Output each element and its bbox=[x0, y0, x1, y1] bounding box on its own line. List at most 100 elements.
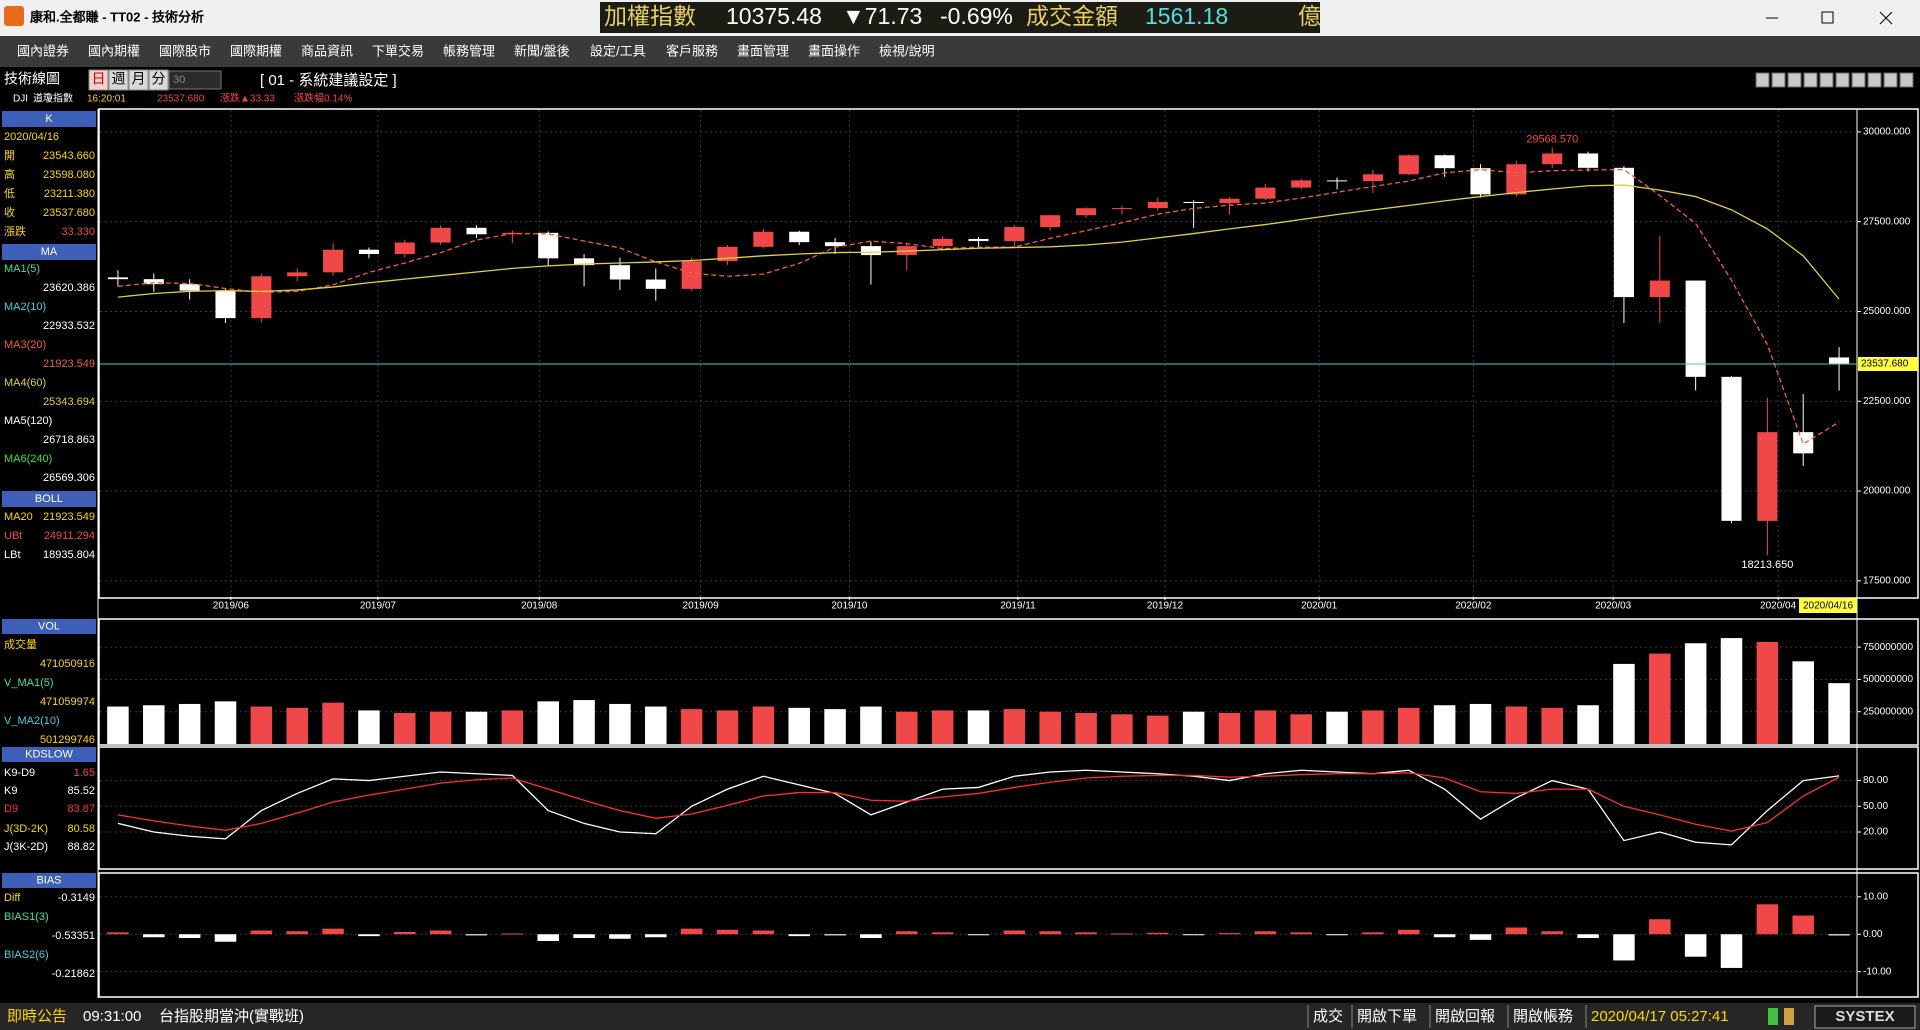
section-header bbox=[2, 491, 96, 507]
menu-item[interactable]: 帳務管理 bbox=[443, 43, 495, 58]
candle-body bbox=[1685, 280, 1706, 377]
toolbar-icon[interactable] bbox=[1867, 72, 1882, 88]
menu-item[interactable]: 新聞/盤後 bbox=[514, 43, 570, 58]
candle-body bbox=[1362, 174, 1383, 182]
cursor-date-tag bbox=[1799, 598, 1857, 613]
side-value: -0.53351 bbox=[52, 930, 95, 942]
status-button[interactable]: 開啟回報 bbox=[1435, 1008, 1495, 1025]
volume-bar bbox=[1649, 653, 1671, 744]
toolbar-icon[interactable] bbox=[1819, 72, 1834, 88]
menu-item[interactable]: 設定/工具 bbox=[590, 43, 646, 58]
side-label: MA3(20) bbox=[4, 339, 46, 351]
side-value: -0.21862 bbox=[52, 968, 95, 980]
candle-body bbox=[1757, 432, 1778, 521]
period-label[interactable]: 週 bbox=[112, 71, 126, 87]
side-label: 收 bbox=[4, 205, 15, 219]
period-label[interactable]: 日 bbox=[92, 71, 106, 87]
side-label: Diff bbox=[4, 892, 21, 904]
side-label: UBt bbox=[4, 530, 22, 542]
toolbar-icon[interactable] bbox=[1787, 72, 1802, 88]
kd-line bbox=[117, 772, 1840, 832]
candle-body bbox=[860, 246, 881, 256]
status-button[interactable]: 開啟帳務 bbox=[1513, 1008, 1573, 1025]
last-price-tag bbox=[1858, 356, 1918, 371]
menu-item[interactable]: 國際股市 bbox=[159, 43, 211, 58]
side-value: 26569.306 bbox=[43, 472, 95, 484]
candle-body bbox=[143, 279, 164, 285]
menu-item[interactable]: 下單交易 bbox=[372, 43, 424, 58]
candle-body bbox=[789, 231, 810, 243]
period-button[interactable] bbox=[128, 69, 149, 91]
period-button[interactable] bbox=[148, 69, 169, 91]
toolbar-icon[interactable] bbox=[1803, 72, 1818, 88]
candle-body bbox=[1721, 376, 1742, 521]
side-value: 80.58 bbox=[67, 823, 95, 835]
period-button[interactable] bbox=[88, 69, 109, 91]
volume-bar bbox=[1362, 710, 1384, 744]
side-label: V_MA2(10) bbox=[4, 715, 60, 727]
menu-item[interactable]: 客戶服務 bbox=[666, 43, 718, 58]
section-title: MA bbox=[41, 246, 58, 258]
y-tick-label: 500000000 bbox=[1863, 674, 1913, 685]
menu-item[interactable]: 檢視/說明 bbox=[879, 43, 935, 58]
y-tick-label: 20.00 bbox=[1863, 827, 1888, 838]
ticker-index-value: 10375.48 bbox=[726, 3, 822, 29]
x-tick-label: 2019/08 bbox=[521, 601, 558, 612]
ticker-index-name: 加權指數 bbox=[604, 3, 696, 29]
bias-bar bbox=[107, 932, 129, 935]
menu-item[interactable]: 國內證券 bbox=[17, 43, 69, 58]
menu-item[interactable]: 畫面管理 bbox=[737, 43, 789, 58]
x-tick-label: 2020/02 bbox=[1455, 601, 1492, 612]
status-button[interactable]: 開啟下單 bbox=[1357, 1008, 1417, 1025]
menu-bar bbox=[0, 36, 1920, 67]
volume-bar bbox=[609, 703, 631, 744]
bias-bar bbox=[1254, 931, 1277, 935]
bias-bar bbox=[429, 930, 452, 935]
period-label[interactable]: 分 bbox=[152, 71, 166, 87]
menu-item[interactable]: 國際期權 bbox=[230, 43, 282, 58]
candle-body bbox=[681, 261, 702, 289]
cursor-date: 2020/04/16 bbox=[1803, 601, 1853, 612]
y-tick-label: 0.00 bbox=[1863, 929, 1883, 940]
minutes-value[interactable]: 30 bbox=[173, 74, 185, 86]
period-label[interactable]: 月 bbox=[132, 71, 146, 87]
maximize[interactable] bbox=[1821, 11, 1834, 24]
quote-symbol: DJI bbox=[13, 94, 28, 105]
bias-bar bbox=[1362, 932, 1384, 935]
section-header bbox=[2, 873, 96, 888]
candle-body bbox=[1470, 168, 1491, 195]
menu-item[interactable]: 國內期權 bbox=[88, 43, 140, 58]
volume-bar bbox=[967, 710, 990, 744]
side-value: 88.82 bbox=[67, 841, 95, 853]
candle-body bbox=[825, 242, 846, 247]
menu-item[interactable]: 畫面操作 bbox=[808, 43, 860, 58]
side-value: 23620.386 bbox=[43, 282, 95, 294]
toolbar-icon[interactable] bbox=[1835, 72, 1850, 88]
bias-bar bbox=[1147, 932, 1169, 935]
volume-bar bbox=[1398, 707, 1420, 744]
candle-body bbox=[1147, 201, 1168, 209]
window-controls[interactable] bbox=[1766, 11, 1893, 25]
minutes-dropdown[interactable] bbox=[168, 70, 222, 90]
toolbar-icon[interactable] bbox=[1899, 72, 1914, 88]
toolbar-icon[interactable] bbox=[1851, 72, 1866, 88]
status-button[interactable]: 成交 bbox=[1313, 1007, 1343, 1025]
status-icon bbox=[1784, 1008, 1794, 1025]
bias-bar bbox=[788, 934, 810, 937]
notice-label: 即時公告 bbox=[7, 1008, 67, 1025]
y-tick-label: 30000.000 bbox=[1863, 127, 1911, 138]
volume-bar bbox=[286, 707, 308, 744]
menu-item[interactable]: 商品資訊 bbox=[301, 43, 353, 58]
bias-bar bbox=[1398, 929, 1420, 935]
side-value: 23543.660 bbox=[43, 150, 95, 162]
bias-bar bbox=[1720, 934, 1743, 968]
toolbar-icon[interactable] bbox=[1771, 72, 1786, 88]
y-tick-label: 50.00 bbox=[1863, 801, 1888, 812]
bias-bar bbox=[967, 934, 990, 936]
toolbar-icon[interactable] bbox=[1883, 72, 1898, 88]
period-button[interactable] bbox=[108, 69, 129, 91]
section-header bbox=[2, 111, 96, 127]
toolbar-icon[interactable] bbox=[1755, 72, 1770, 88]
close[interactable] bbox=[1879, 11, 1893, 25]
